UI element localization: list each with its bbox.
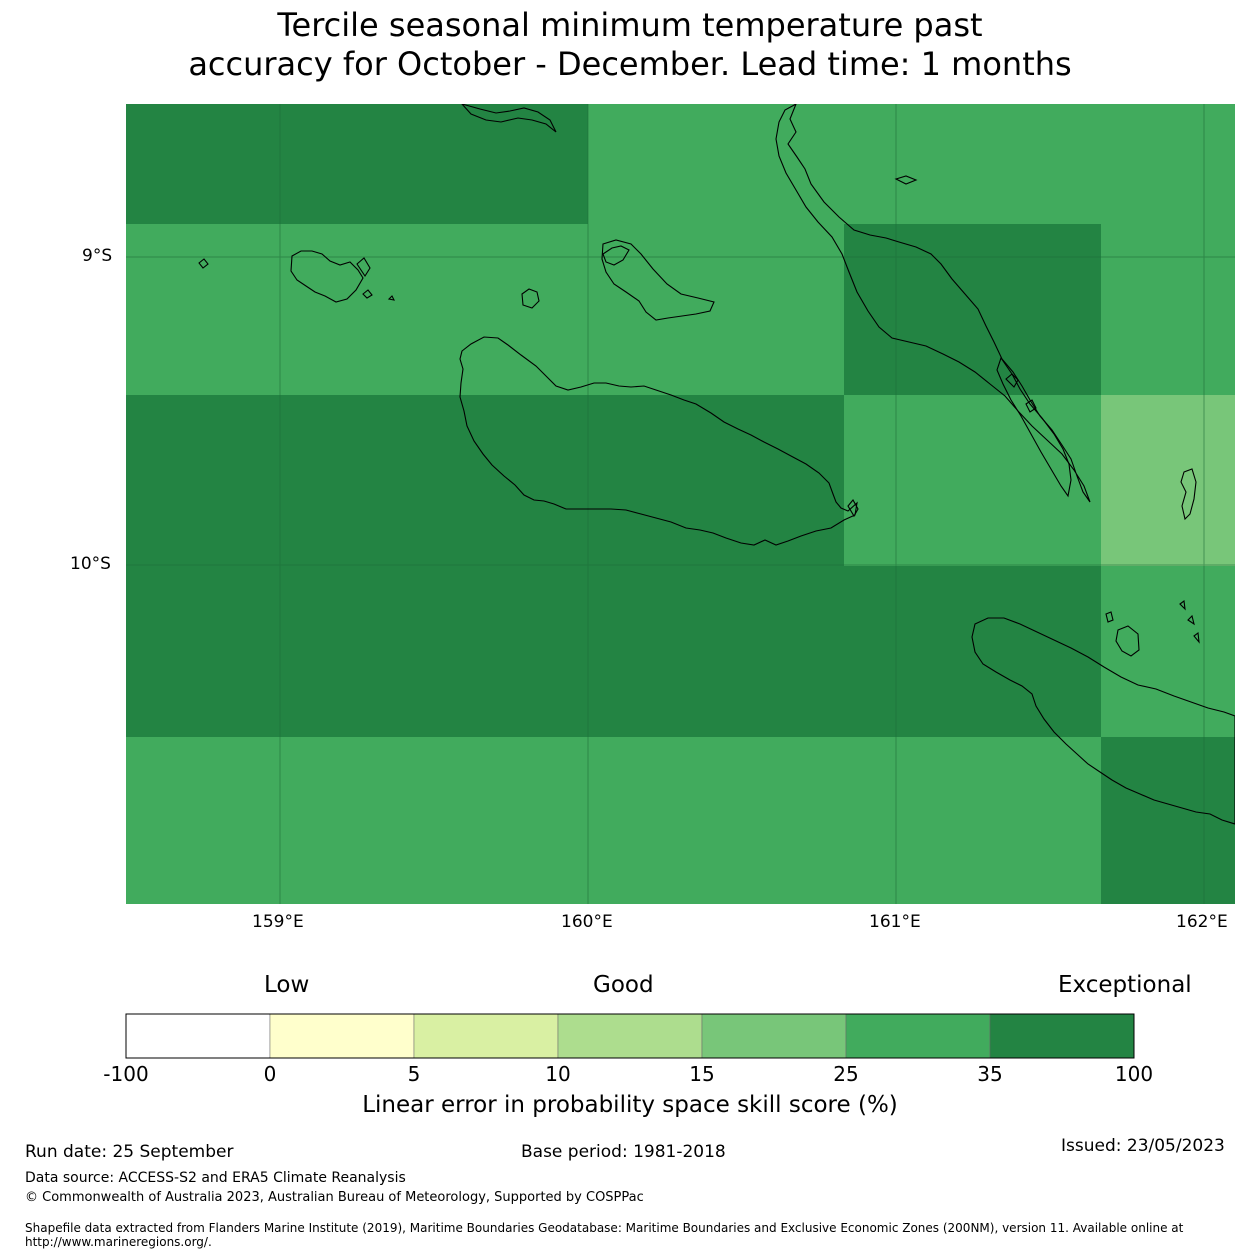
colorbar-segment xyxy=(413,1013,559,1059)
colorbar-category-exceptional: Exceptional xyxy=(1058,972,1192,998)
lon-label-162e: 162°E xyxy=(1176,912,1228,932)
malaita-coastline xyxy=(996,356,1072,498)
grid-cell xyxy=(1101,395,1235,566)
small-island-coastline xyxy=(1180,468,1197,521)
lon-label-160e: 160°E xyxy=(561,912,613,932)
colorbar-segment xyxy=(269,1013,415,1059)
skill-map xyxy=(126,104,1235,904)
russell-islands-coastline xyxy=(356,257,371,278)
island-coastline xyxy=(1005,373,1019,388)
colorbar-tick: 35 xyxy=(977,1062,1003,1086)
russell-islands-coastline xyxy=(198,258,209,269)
russell-islands-coastline xyxy=(387,295,395,301)
data-source: Data source: ACCESS-S2 and ERA5 Climate … xyxy=(25,1170,406,1186)
lat-label-10s: 10°S xyxy=(70,554,111,574)
santa-isabel-coastline xyxy=(775,104,1091,503)
island-coastline xyxy=(847,499,859,518)
colorbar-segment xyxy=(701,1013,847,1059)
colorbar-tick: 10 xyxy=(545,1062,571,1086)
small-island-coastline xyxy=(1193,631,1200,644)
colorbar-tick: 100 xyxy=(1114,1062,1154,1086)
colorbar-tick: 5 xyxy=(407,1062,421,1086)
map-title-line-2: accuracy for October - December. Lead ti… xyxy=(188,45,1072,83)
copyright: © Commonwealth of Australia 2023, Austra… xyxy=(25,1190,644,1205)
grid-cell xyxy=(126,566,1101,737)
small-island-coastline xyxy=(1179,599,1186,611)
lon-label-161e: 161°E xyxy=(869,912,921,932)
russell-islands-coastline xyxy=(362,289,373,299)
colorbar-tick: 15 xyxy=(689,1062,715,1086)
coastlines xyxy=(198,104,1235,825)
small-island-coastline xyxy=(1105,611,1114,623)
russell-islands-coastline xyxy=(290,250,364,303)
small-island-coastline xyxy=(1115,625,1140,657)
colorbar-segment xyxy=(989,1013,1135,1059)
colorbar xyxy=(125,1013,1135,1059)
colorbar-tick: 0 xyxy=(263,1062,277,1086)
colorbar-segment xyxy=(557,1013,703,1059)
colorbar-segments xyxy=(125,1013,1135,1059)
shapefile-credit-line-1: Shapefile data extracted from Flanders M… xyxy=(25,1221,1184,1235)
colorbar-segment xyxy=(125,1013,271,1059)
grid-cell xyxy=(844,224,1101,395)
colorbar-category-low: Low xyxy=(264,972,310,998)
base-period: Base period: 1981-2018 xyxy=(521,1142,726,1162)
graticule xyxy=(126,104,1235,904)
small-island-coastline xyxy=(1187,614,1195,626)
run-date: Run date: 25 September xyxy=(25,1142,234,1162)
top-coastline xyxy=(461,104,557,133)
makira-coastline xyxy=(971,617,1235,825)
colorbar-tick: -100 xyxy=(103,1062,149,1086)
florida-islands-coastline xyxy=(602,245,630,266)
colorbar-label: Linear error in probability space skill … xyxy=(362,1092,898,1118)
grid-cell xyxy=(1101,737,1235,904)
colorbar-category-good: Good xyxy=(593,972,654,998)
island-coastline xyxy=(894,175,918,185)
florida-islands-coastline xyxy=(601,239,715,321)
colorbar-border xyxy=(125,1013,1135,1059)
shapefile-credit-line-2: http://www.marineregions.org/. xyxy=(25,1235,212,1249)
lon-label-159e: 159°E xyxy=(252,912,304,932)
colorbar-segment xyxy=(845,1013,991,1059)
guadalcanal-coastline xyxy=(459,336,858,546)
grid-cell xyxy=(126,395,844,566)
island-coastline xyxy=(1025,399,1037,413)
map-title-line-1: Tercile seasonal minimum temperature pas… xyxy=(277,6,983,44)
lat-label-9s: 9°S xyxy=(82,246,113,266)
grid-cell xyxy=(126,104,588,224)
issued-date: Issued: 23/05/2023 xyxy=(1061,1136,1225,1156)
colorbar-tick: 25 xyxy=(833,1062,859,1086)
savo-island-coastline xyxy=(521,288,540,309)
skill-grid-cells xyxy=(126,104,1235,904)
